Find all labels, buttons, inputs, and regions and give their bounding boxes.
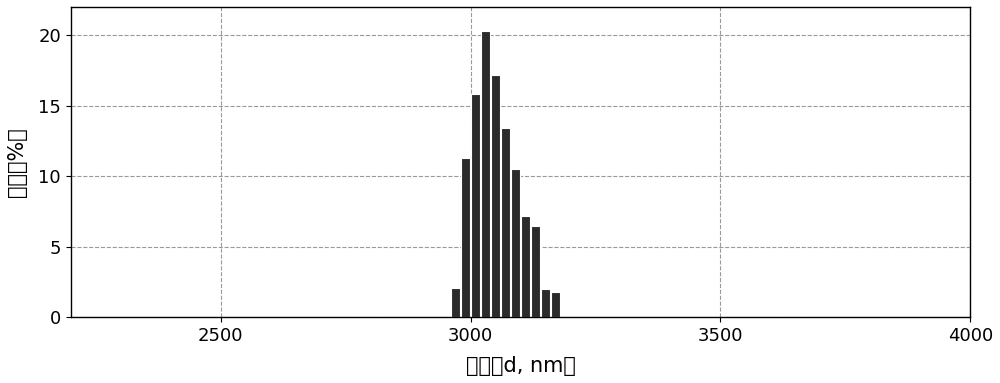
X-axis label: 粒径（d, nm）: 粒径（d, nm）: [466, 356, 575, 376]
Bar: [451, 288, 460, 317]
Bar: [461, 158, 470, 317]
Bar: [471, 94, 480, 317]
Bar: [481, 31, 490, 317]
Bar: [541, 289, 550, 317]
Bar: [501, 128, 510, 317]
Bar: [551, 292, 560, 317]
Bar: [531, 226, 540, 317]
Y-axis label: 强度（%）: 强度（%）: [7, 127, 27, 197]
Bar: [511, 169, 520, 317]
Bar: [491, 75, 500, 317]
Bar: [521, 216, 530, 317]
